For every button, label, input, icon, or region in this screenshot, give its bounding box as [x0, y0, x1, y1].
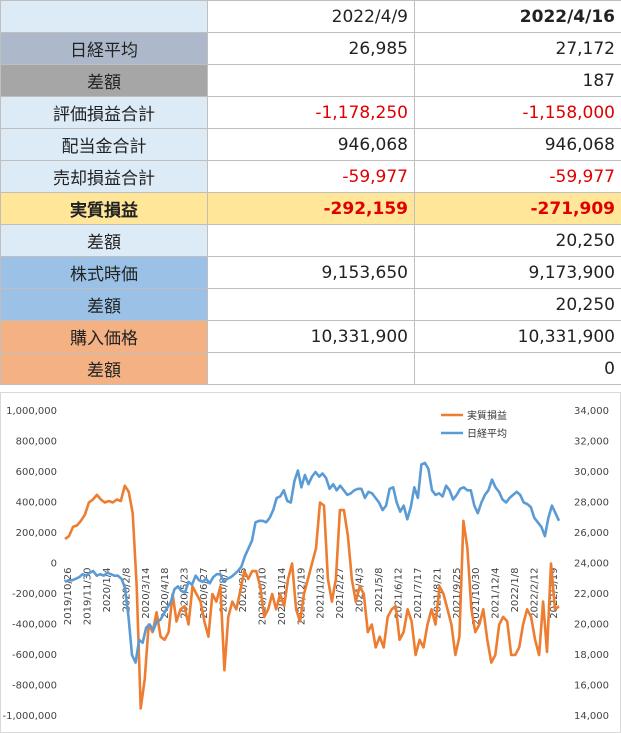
chart-canvas: 1,000,000 800,000 600,000 400,000 200,000 0 -2… — [2, 406, 609, 722]
x-tick-label: 2019/10/26 — [63, 568, 74, 626]
x-tick-label: 2020/6/27 — [199, 568, 210, 619]
x-tick-label: 2021/9/25 — [452, 568, 463, 619]
y-right-tick-label: 14,000 — [574, 711, 609, 722]
row-realized: 売却損益合計 -59,977 -59,977 — [0, 160, 621, 193]
row-value-2: 27,172 — [414, 32, 621, 65]
y-right-tick-label: 22,000 — [574, 589, 609, 600]
row-value-1: -1,178,250 — [207, 96, 415, 129]
row-label: 差額 — [0, 224, 208, 257]
series-line-nikkei — [64, 461, 561, 664]
y-right-tick-label: 32,000 — [574, 437, 609, 448]
row-value-2: -59,977 — [414, 160, 621, 193]
y-left-tick-label: 200,000 — [16, 528, 57, 539]
header-blank — [0, 0, 208, 33]
row-value-2: 187 — [414, 64, 621, 97]
y-right-tick-label: 30,000 — [574, 467, 609, 478]
row-dividend: 配当金合計 946,068 946,068 — [0, 128, 621, 161]
row-label: 売却損益合計 — [0, 160, 208, 193]
row-purchase-price-diff: 差額 0 — [0, 352, 621, 385]
row-label: 評価損益合計 — [0, 96, 208, 129]
row-value-1: 26,985 — [207, 32, 415, 65]
x-tick-label: 2020/3/14 — [141, 568, 152, 619]
y-right-tick-label: 16,000 — [574, 681, 609, 692]
x-tick-label: 2020/10/10 — [257, 568, 268, 626]
row-label: 実質損益 — [0, 192, 208, 225]
series-line-net-pl — [64, 484, 560, 710]
y-right-tick-label: 20,000 — [574, 620, 609, 631]
row-value-1: 10,331,900 — [207, 320, 415, 353]
y-right-tick-label: 28,000 — [574, 498, 609, 509]
row-net-pl: 実質損益 -292,159 -271,909 — [0, 192, 621, 225]
x-tick-label: 2021/6/12 — [393, 568, 404, 619]
row-value-2: -271,909 — [414, 192, 621, 225]
row-value-2: 20,250 — [414, 224, 621, 257]
x-tick-label: 2020/11/14 — [277, 568, 288, 626]
y-left-tick-label: -800,000 — [12, 681, 57, 692]
y-right-tick-label: 24,000 — [574, 559, 609, 570]
row-label: 差額 — [0, 288, 208, 321]
row-value-2: 10,331,900 — [414, 320, 621, 353]
header-row: 2022/4/9 2022/4/16 — [0, 0, 621, 33]
row-nikkei-diff: 差額 187 — [0, 64, 621, 97]
x-tick-label: 2020/9/5 — [238, 568, 249, 613]
row-valuation: 評価損益合計 -1,178,250 -1,158,000 — [0, 96, 621, 129]
row-value-1 — [207, 224, 415, 257]
y-left-tick-label: -1,000,000 — [2, 711, 57, 722]
x-tick-label: 2021/1/23 — [316, 568, 327, 619]
x-tick-label: 2020/12/19 — [296, 568, 307, 626]
pl-nikkei-chart: 1,000,000 800,000 600,000 400,000 200,000 0 -2… — [0, 392, 621, 733]
x-tick-label: 2020/8/1 — [219, 568, 230, 613]
x-tick-label: 2022/1/8 — [510, 568, 521, 613]
y-right-tick-label: 34,000 — [574, 406, 609, 417]
y-left-tick-label: 1,000,000 — [6, 406, 57, 417]
x-tick-label: 2021/5/8 — [374, 568, 385, 613]
row-value-2: 946,068 — [414, 128, 621, 161]
x-tick-label: 2021/12/4 — [491, 568, 502, 619]
y-left-tick-label: -400,000 — [12, 620, 57, 631]
x-tick-label: 2020/2/8 — [121, 568, 132, 613]
header-date-1: 2022/4/9 — [207, 0, 415, 33]
y-right-tick-label: 26,000 — [574, 528, 609, 539]
row-nikkei: 日経平均 26,985 27,172 — [0, 32, 621, 65]
row-value-2: 9,173,900 — [414, 256, 621, 289]
x-tick-label: 2022/2/12 — [530, 568, 541, 619]
row-label: 購入価格 — [0, 320, 208, 353]
x-tick-label: 2021/2/27 — [335, 568, 346, 619]
row-value-1 — [207, 64, 415, 97]
summary-table: 2022/4/9 2022/4/16 日経平均 26,985 27,172 差額… — [0, 0, 621, 385]
y-left-tick-label: 600,000 — [16, 467, 57, 478]
row-net-pl-diff: 差額 20,250 — [0, 224, 621, 257]
x-tick-label: 2020/1/4 — [102, 568, 113, 613]
row-market-value-diff: 差額 20,250 — [0, 288, 621, 321]
y-right-tick-label: 18,000 — [574, 650, 609, 661]
x-tick-label: 2020/4/18 — [160, 568, 171, 619]
row-value-2: 20,250 — [414, 288, 621, 321]
row-market-value: 株式時価 9,153,650 9,173,900 — [0, 256, 621, 289]
legend-label: 日経平均 — [467, 427, 507, 440]
header-date-2: 2022/4/16 — [414, 0, 621, 33]
row-label: 配当金合計 — [0, 128, 208, 161]
row-value-1: 946,068 — [207, 128, 415, 161]
y-left-tick-label: 800,000 — [16, 437, 57, 448]
x-tick-label: 2019/11/30 — [82, 568, 93, 626]
row-label: 株式時価 — [0, 256, 208, 289]
y-left-tick-label: 0 — [51, 559, 57, 570]
row-value-1 — [207, 352, 415, 385]
y-left-tick-label: 400,000 — [16, 498, 57, 509]
y-left-tick-label: -600,000 — [12, 650, 57, 661]
x-tick-label: 2021/10/30 — [471, 568, 482, 626]
x-tick-label: 2021/7/17 — [413, 568, 424, 619]
legend-label: 実質損益 — [467, 409, 507, 422]
row-label: 差額 — [0, 64, 208, 97]
row-value-1: 9,153,650 — [207, 256, 415, 289]
row-value-2: -1,158,000 — [414, 96, 621, 129]
row-purchase-price: 購入価格 10,331,900 10,331,900 — [0, 320, 621, 353]
row-value-1 — [207, 288, 415, 321]
row-label: 日経平均 — [0, 32, 208, 65]
row-label: 差額 — [0, 352, 208, 385]
row-value-1: -292,159 — [207, 192, 415, 225]
y-left-tick-label: -200,000 — [12, 589, 57, 600]
row-value-1: -59,977 — [207, 160, 415, 193]
row-value-2: 0 — [414, 352, 621, 385]
